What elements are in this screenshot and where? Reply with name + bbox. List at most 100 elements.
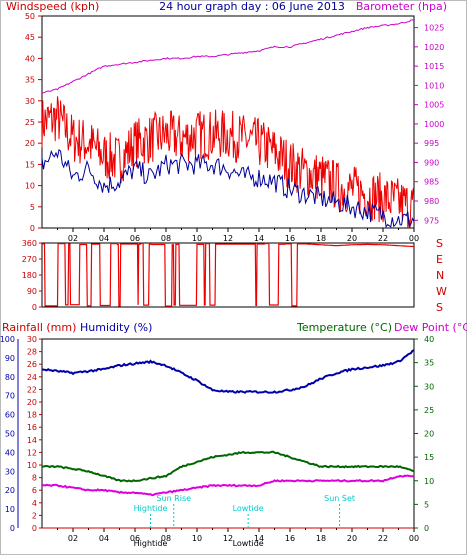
rain-y-tick-label: 30 [27,335,37,344]
direction-y-tick-label: 270 [22,255,37,264]
compass-letter: W [436,285,447,298]
wind-x-tick-label: 20 [347,234,357,243]
dewpoint-series-line [41,474,415,497]
rain-y-tick-label: 14 [27,436,37,445]
temp-x-tick-label: 06 [130,534,140,543]
temp-x-tick-label: 08 [161,534,171,543]
rain-y-tick-label: 8 [32,474,37,483]
wind-x-tick-label: 00 [409,234,419,243]
baro-y-tick-label: 975 [424,216,439,225]
temp-x-tick-label: 12 [223,534,233,543]
wind-x-tick-label: 04 [99,234,109,243]
wind-x-tick-label: 16 [285,234,295,243]
temp-y-tick-label: 40 [424,335,434,344]
barometer-series-line [41,19,415,94]
baro-y-tick-label: 995 [424,139,439,148]
wind-y-tick-label: 25 [25,118,35,127]
average-wind-series-line [41,149,415,228]
wind-y-tick-label: 5 [30,203,35,212]
humidity-y-tick-label: 70 [5,392,15,401]
rain-y-tick-label: 20 [27,398,37,407]
compass-letter: S [436,237,443,250]
humidity-y-tick-label: 10 [5,505,15,514]
temp-x-tick-label: 16 [285,534,295,543]
compass-letter: N [436,269,444,282]
wind-x-tick-label: 18 [316,234,326,243]
humidity-y-tick-label: 80 [5,373,15,382]
rain-y-tick-label: 12 [27,448,37,457]
wind-y-tick-label: 10 [25,182,35,191]
direction-y-tick-label: 90 [27,287,37,296]
wind-y-tick-label: 0 [30,224,35,233]
wind-barometer-panel: 0510152025303540455097598098599099510001… [25,12,445,243]
temp-x-tick-label: 04 [99,534,109,543]
rain-y-tick-label: 22 [27,385,37,394]
wind-y-tick-label: 15 [25,160,35,169]
wind-x-tick-label: 22 [378,234,388,243]
temp-y-tick-label: 0 [424,524,429,533]
rain-y-tick-label: 26 [27,360,37,369]
compass-letter: S [436,301,443,314]
temp-y-tick-label: 20 [424,430,434,439]
humidity-y-tick-label: 20 [5,486,15,495]
wind-y-tick-label: 30 [25,97,35,106]
rain-y-tick-label: 2 [32,511,37,520]
wind-y-tick-label: 45 [25,33,35,42]
baro-y-tick-label: 1025 [424,24,444,33]
temp-x-tick-label: 00 [409,534,419,543]
humidity-y-tick-label: 30 [5,467,15,476]
wind-x-tick-label: 06 [130,234,140,243]
wind-direction-series-line [42,242,415,307]
direction-y-tick-label: 180 [22,271,37,280]
wind-axis-label: Windspeed (kph) [6,0,99,13]
temp-x-tick-label: 22 [378,534,388,543]
wind-x-tick-label: 02 [68,234,78,243]
baro-y-tick-label: 990 [424,158,439,167]
temp-x-tick-label: 02 [68,534,78,543]
event-x-label: Hightide [134,539,168,548]
baro-y-tick-label: 1010 [424,81,444,90]
rain-y-tick-label: 16 [27,423,37,432]
event-label: Sun Rise [156,494,191,503]
temp-x-tick-label: 14 [254,534,264,543]
wind-y-tick-label: 35 [25,76,35,85]
event-x-label: Lowtide [233,539,264,548]
temp-y-tick-label: 15 [424,453,434,462]
humidity-y-tick-label: 50 [5,430,15,439]
temp-x-tick-label: 10 [192,534,202,543]
baro-y-tick-label: 980 [424,197,439,206]
humidity-y-tick-label: 0 [10,524,15,533]
direction-y-tick-label: 0 [32,303,37,312]
temp-y-tick-label: 35 [424,359,434,368]
baro-y-tick-label: 1005 [424,101,444,110]
barometer-axis-label: Barometer (hpa) [356,0,447,13]
wind-y-tick-label: 50 [25,12,35,21]
temp-y-tick-label: 10 [424,477,434,486]
baro-y-tick-label: 1020 [424,43,444,52]
baro-y-tick-label: 985 [424,178,439,187]
humidity-y-tick-label: 40 [5,448,15,457]
baro-y-tick-label: 1000 [424,120,444,129]
baro-y-tick-label: 1015 [424,62,444,71]
temp-y-tick-label: 30 [424,382,434,391]
rain-y-tick-label: 0 [32,524,37,533]
temp-y-tick-label: 5 [424,500,429,509]
temperature-series-line [41,450,415,483]
humidity-y-tick-label: 60 [5,411,15,420]
rain-y-tick-label: 10 [27,461,37,470]
wind-y-tick-label: 20 [25,139,35,148]
humidity-y-tick-label: 100 [0,335,15,344]
rain-y-tick-label: 4 [32,499,37,508]
event-label: Lowtide [233,504,264,513]
rain-y-tick-label: 6 [32,486,37,495]
humidity-series-line [41,349,415,394]
temp-x-tick-label: 18 [316,534,326,543]
compass-letter: E [436,253,443,266]
temperature-axis-label: Temperature (°C) [296,321,392,334]
rainfall-axis-label: Rainfall (mm) [2,321,76,334]
temp-y-tick-label: 25 [424,406,434,415]
